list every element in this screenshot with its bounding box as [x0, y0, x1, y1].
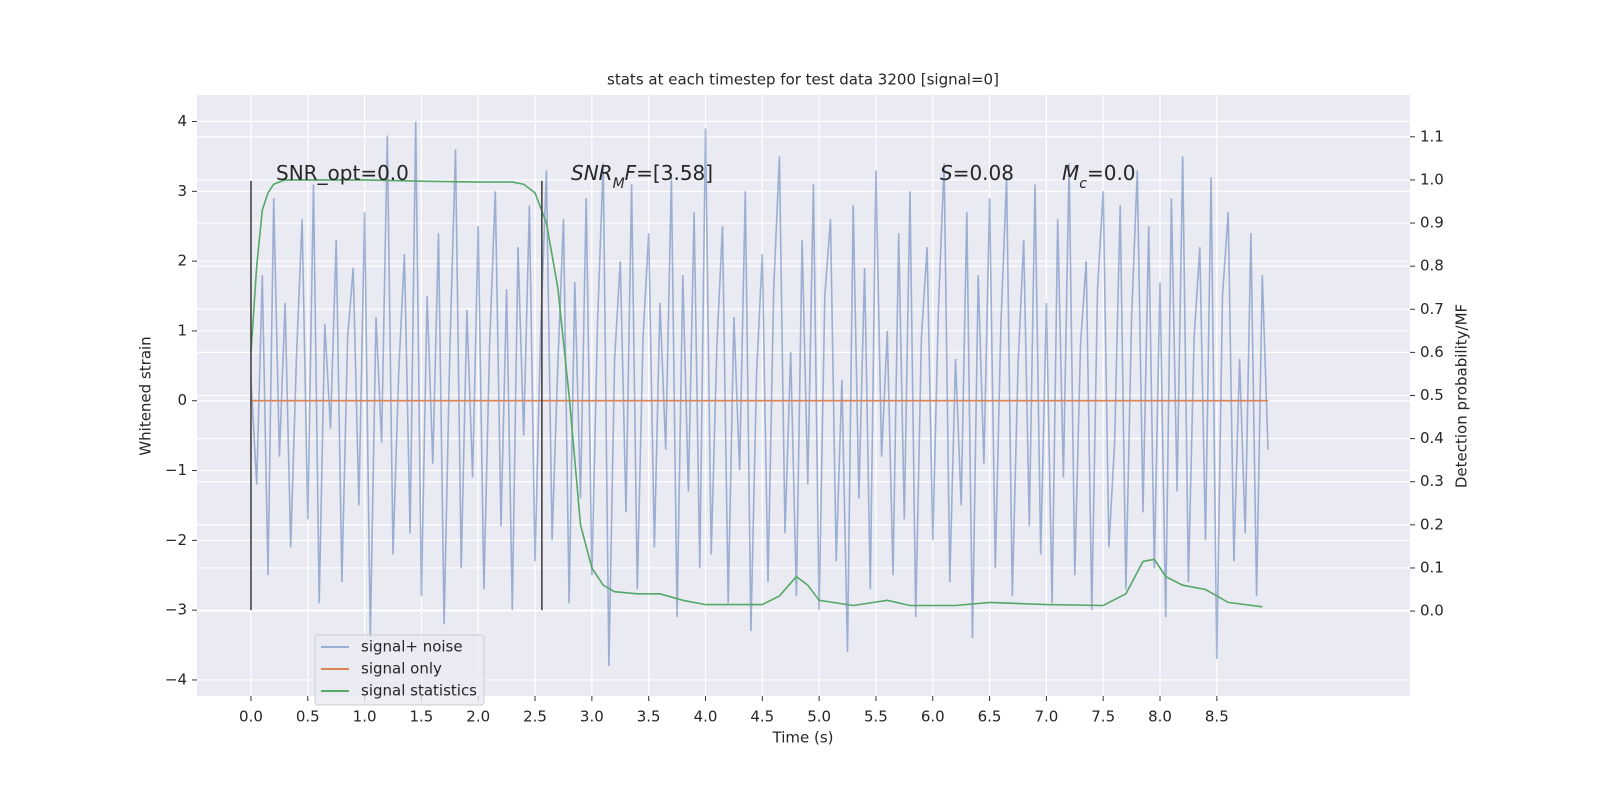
x-tick-label: 5.5	[864, 708, 888, 726]
legend-label: signal+ noise	[361, 638, 463, 656]
annotation: SNRMF=[3.58]	[571, 161, 713, 192]
y-tick-label: −2	[165, 531, 187, 549]
y-tick-label: 2	[177, 252, 187, 270]
y-tick-label: 3	[177, 182, 187, 200]
x-tick-label: 4.0	[694, 708, 718, 726]
annotation: SNR_opt=0.0	[276, 161, 409, 185]
x-tick-label: 4.5	[750, 708, 774, 726]
annotation-part: M	[1062, 161, 1079, 185]
y2-tick-label: 0.4	[1420, 429, 1444, 447]
x-tick-label: 8.0	[1148, 708, 1172, 726]
annotation-part: c	[1079, 176, 1087, 192]
y2-tick-label: 0.0	[1420, 602, 1444, 620]
x-tick-label: 3.0	[580, 708, 604, 726]
annotation-part: SNR	[571, 161, 613, 185]
y2-tick-label: 0.7	[1420, 300, 1444, 318]
x-tick-label: 8.5	[1205, 708, 1229, 726]
y2-tick-label: 0.9	[1420, 214, 1444, 232]
annotation-part: F	[625, 161, 637, 185]
legend: signal+ noise signal only signal statistic…	[314, 634, 485, 706]
x-tick-label: 6.5	[978, 708, 1002, 726]
y-tick-label: −1	[165, 461, 187, 479]
y2-tick-label: 0.6	[1420, 343, 1444, 361]
annotation: S=0.08	[940, 161, 1014, 185]
x-tick-label: 1.0	[353, 708, 377, 726]
y-tick-label: −4	[165, 670, 187, 688]
x-tick-label: 6.0	[921, 708, 945, 726]
y-axis-label: Whitened strain	[137, 336, 155, 455]
annotation-part: S	[940, 161, 953, 185]
y2-tick-label: 0.3	[1420, 472, 1444, 490]
y-tick-label: 1	[177, 321, 187, 339]
y2-tick-label: 0.5	[1420, 386, 1444, 404]
x-tick-label: 1.5	[409, 708, 433, 726]
x-tick-label: 3.5	[637, 708, 661, 726]
x-tick-label: 0.0	[239, 708, 263, 726]
annotation-part: =0.08	[953, 161, 1014, 185]
x-tick-label: 7.0	[1034, 708, 1058, 726]
x-tick-label: 0.5	[296, 708, 320, 726]
annotation-part: M	[613, 176, 625, 192]
series-line	[250, 179, 1263, 608]
y2-axis-label: Detection probability/MF	[1453, 304, 1471, 488]
chart-title: stats at each timestep for test data 320…	[607, 71, 999, 89]
x-tick-label: 2.0	[466, 708, 490, 726]
x-axis-label: Time (s)	[772, 729, 834, 747]
y2-tick-label: 1.0	[1420, 170, 1444, 188]
x-tick-label: 5.0	[807, 708, 831, 726]
legend-label: signal statistics	[361, 682, 477, 700]
y2-tick-label: 1.1	[1420, 127, 1444, 145]
legend-label: signal only	[361, 660, 442, 678]
y2-tick-label: 0.2	[1420, 515, 1444, 533]
y-tick-label: −3	[165, 601, 187, 619]
annotation: Mc=0.0	[1062, 161, 1136, 192]
annotation-part: =[3.58]	[636, 161, 713, 185]
x-tick-label: 7.5	[1091, 708, 1115, 726]
annotation-part: =0.0	[1087, 161, 1136, 185]
y2-tick-label: 0.1	[1420, 558, 1444, 576]
y2-tick-label: 0.8	[1420, 257, 1444, 275]
x-tick-label: 2.5	[523, 708, 547, 726]
legend-box	[314, 634, 485, 706]
annotation-part: SNR_opt=0.0	[276, 161, 409, 185]
y-tick-label: 4	[177, 112, 187, 130]
series-line	[250, 121, 1269, 667]
y-tick-label: 0	[177, 391, 187, 409]
